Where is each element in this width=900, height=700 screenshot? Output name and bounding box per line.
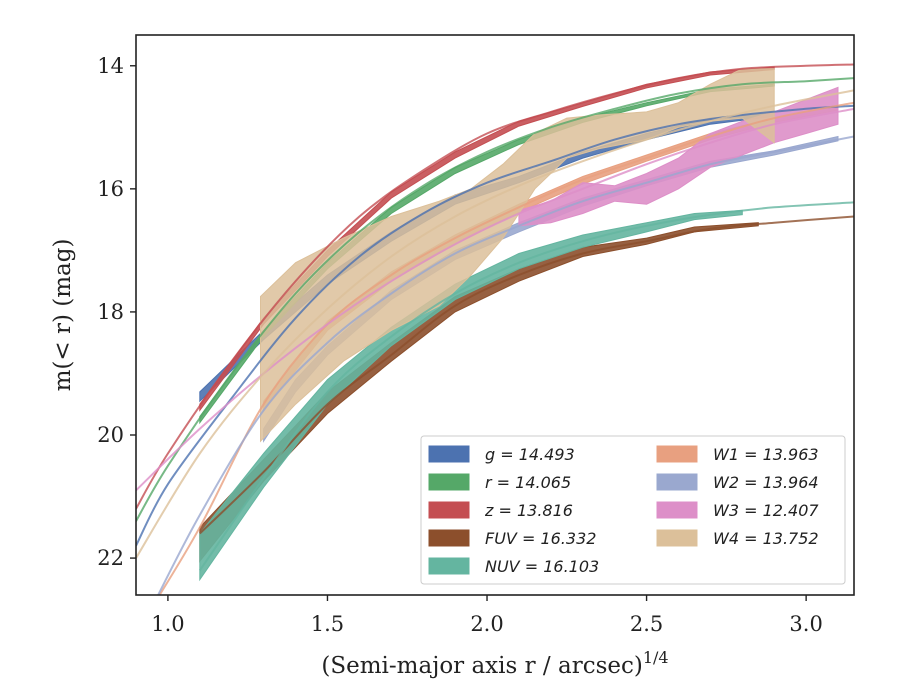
fit-curve-w3 — [136, 107, 854, 492]
fit-curves — [136, 63, 854, 595]
legend-label-w1: W1 = 13.963 — [713, 445, 819, 464]
legend-swatch-w2 — [656, 473, 698, 491]
fit-curve-fuv — [199, 215, 854, 535]
legend-label-w3: W3 = 12.407 — [713, 501, 819, 520]
legend-swatch-z — [428, 501, 470, 519]
plot-frame — [135, 34, 855, 596]
y-tick-label: 16 — [97, 177, 124, 201]
x-tick-label: 1.0 — [151, 612, 184, 636]
x-tick-label: 2.5 — [630, 612, 663, 636]
legend: g = 14.493 r = 14.065 z = 13.816 FUV = 16.3… — [420, 435, 846, 585]
legend-label-z: z = 13.816 — [484, 501, 573, 520]
legend-swatch-w3 — [656, 501, 698, 519]
y-axis-ticks: 14 16 18 20 22 — [97, 54, 136, 570]
legend-label-r: r = 14.065 — [485, 473, 571, 492]
fit-curve-w4 — [136, 89, 854, 559]
legend-label-fuv: FUV = 16.332 — [485, 529, 596, 548]
fit-curve-w2 — [157, 135, 854, 595]
fit-curve-r — [136, 77, 854, 522]
legend-swatch-g — [428, 445, 470, 463]
y-axis-title: m(< r) (mag) — [50, 239, 76, 392]
x-tick-label: 3.0 — [789, 612, 822, 636]
legend-label-w4: W4 = 13.752 — [713, 529, 819, 548]
legend-swatch-r — [428, 473, 470, 491]
y-tick-label: 18 — [97, 300, 124, 324]
x-axis-title: (Semi-major axis r / arcsec)1/4 — [321, 648, 668, 679]
fit-curve-g — [136, 104, 854, 547]
legend-label-g: g = 14.493 — [485, 445, 575, 464]
fit-curve-z — [136, 63, 854, 510]
y-tick-label: 20 — [97, 423, 124, 447]
x-tick-label: 1.5 — [311, 612, 344, 636]
legend-swatch-nuv — [428, 557, 470, 575]
legend-label-nuv: NUV = 16.103 — [485, 557, 599, 576]
legend-swatch-w4 — [656, 529, 698, 547]
x-tick-label: 2.0 — [470, 612, 503, 636]
legend-swatch-w1 — [656, 445, 698, 463]
y-tick-label: 22 — [97, 546, 124, 570]
legend-label-w2: W2 = 13.964 — [713, 473, 819, 492]
x-axis-ticks: 1.0 1.5 2.0 2.5 3.0 — [151, 595, 823, 636]
y-tick-label: 14 — [97, 54, 124, 78]
legend-swatch-fuv — [428, 529, 470, 547]
legend-frame — [420, 435, 846, 585]
fit-curve-nuv — [198, 201, 854, 571]
